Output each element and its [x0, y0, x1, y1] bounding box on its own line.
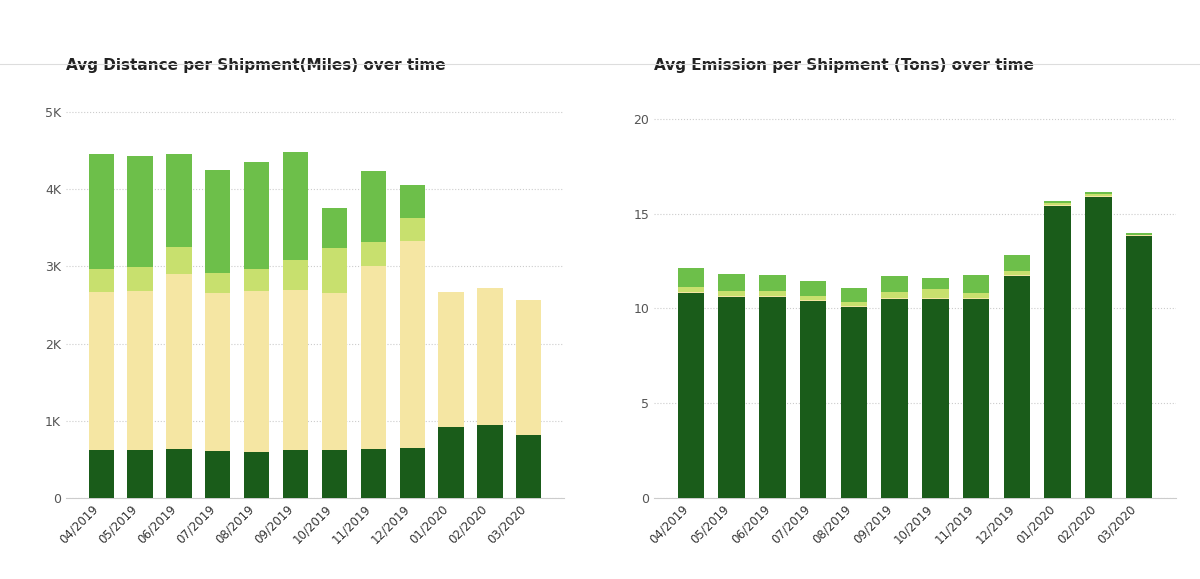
- Bar: [678, 267, 704, 287]
- Bar: [678, 294, 704, 498]
- Bar: [1126, 236, 1152, 498]
- Bar: [400, 185, 425, 218]
- Bar: [719, 274, 745, 291]
- Text: Avg Distance per Shipment(Miles) over time: Avg Distance per Shipment(Miles) over ti…: [66, 58, 445, 73]
- Bar: [678, 287, 704, 292]
- Bar: [922, 298, 949, 299]
- Bar: [1085, 197, 1111, 498]
- Bar: [719, 291, 745, 296]
- Bar: [881, 299, 908, 498]
- Bar: [89, 450, 114, 498]
- Bar: [1085, 196, 1111, 197]
- Bar: [89, 269, 114, 292]
- Bar: [962, 299, 989, 498]
- Bar: [1126, 233, 1152, 234]
- Bar: [760, 297, 786, 498]
- Bar: [361, 266, 386, 449]
- Bar: [244, 269, 269, 291]
- Bar: [516, 301, 541, 435]
- Bar: [205, 273, 230, 292]
- Text: Avg Emission per Shipment (Tons) over time: Avg Emission per Shipment (Tons) over ti…: [654, 58, 1034, 73]
- Bar: [127, 450, 152, 498]
- Bar: [1044, 201, 1070, 203]
- Bar: [1003, 255, 1030, 272]
- Bar: [719, 296, 745, 297]
- Bar: [283, 450, 308, 498]
- Bar: [438, 292, 463, 427]
- Bar: [841, 302, 868, 306]
- Bar: [244, 162, 269, 269]
- Bar: [841, 288, 868, 302]
- Bar: [205, 170, 230, 273]
- Bar: [760, 275, 786, 291]
- Bar: [478, 288, 503, 426]
- Bar: [881, 292, 908, 298]
- Bar: [322, 292, 347, 450]
- Bar: [167, 153, 192, 247]
- Bar: [962, 294, 989, 298]
- Bar: [922, 299, 949, 498]
- Bar: [322, 248, 347, 292]
- Bar: [438, 427, 463, 498]
- Bar: [1003, 272, 1030, 275]
- Bar: [400, 218, 425, 241]
- Bar: [678, 292, 704, 294]
- Bar: [719, 297, 745, 498]
- Bar: [205, 292, 230, 451]
- Bar: [881, 276, 908, 292]
- Bar: [516, 435, 541, 498]
- Bar: [244, 291, 269, 452]
- Bar: [89, 155, 114, 269]
- Bar: [1003, 276, 1030, 498]
- Bar: [760, 296, 786, 297]
- Bar: [127, 267, 152, 291]
- Bar: [1044, 205, 1070, 206]
- Bar: [167, 449, 192, 498]
- Bar: [800, 300, 827, 301]
- Bar: [322, 450, 347, 498]
- Bar: [841, 306, 868, 498]
- Bar: [244, 452, 269, 498]
- Bar: [322, 208, 347, 248]
- Text: Emissions over time: Emissions over time: [14, 28, 211, 46]
- Bar: [962, 298, 989, 299]
- Bar: [400, 241, 425, 448]
- Bar: [400, 448, 425, 498]
- Bar: [1044, 203, 1070, 205]
- Bar: [478, 426, 503, 498]
- Bar: [205, 451, 230, 498]
- Bar: [361, 449, 386, 498]
- Bar: [1044, 206, 1070, 498]
- Bar: [89, 292, 114, 450]
- Bar: [922, 288, 949, 298]
- Bar: [760, 291, 786, 296]
- Bar: [127, 291, 152, 450]
- Bar: [283, 260, 308, 290]
- Bar: [800, 301, 827, 498]
- Bar: [361, 171, 386, 243]
- Bar: [361, 243, 386, 266]
- Bar: [881, 298, 908, 299]
- Bar: [962, 275, 989, 294]
- Bar: [1085, 192, 1111, 194]
- Bar: [800, 281, 827, 296]
- Bar: [922, 278, 949, 288]
- Bar: [167, 274, 192, 449]
- Bar: [1085, 194, 1111, 196]
- Bar: [283, 152, 308, 260]
- Bar: [167, 247, 192, 274]
- Bar: [800, 296, 827, 300]
- Bar: [283, 290, 308, 450]
- Bar: [1126, 234, 1152, 236]
- Bar: [1003, 275, 1030, 276]
- Bar: [127, 156, 152, 267]
